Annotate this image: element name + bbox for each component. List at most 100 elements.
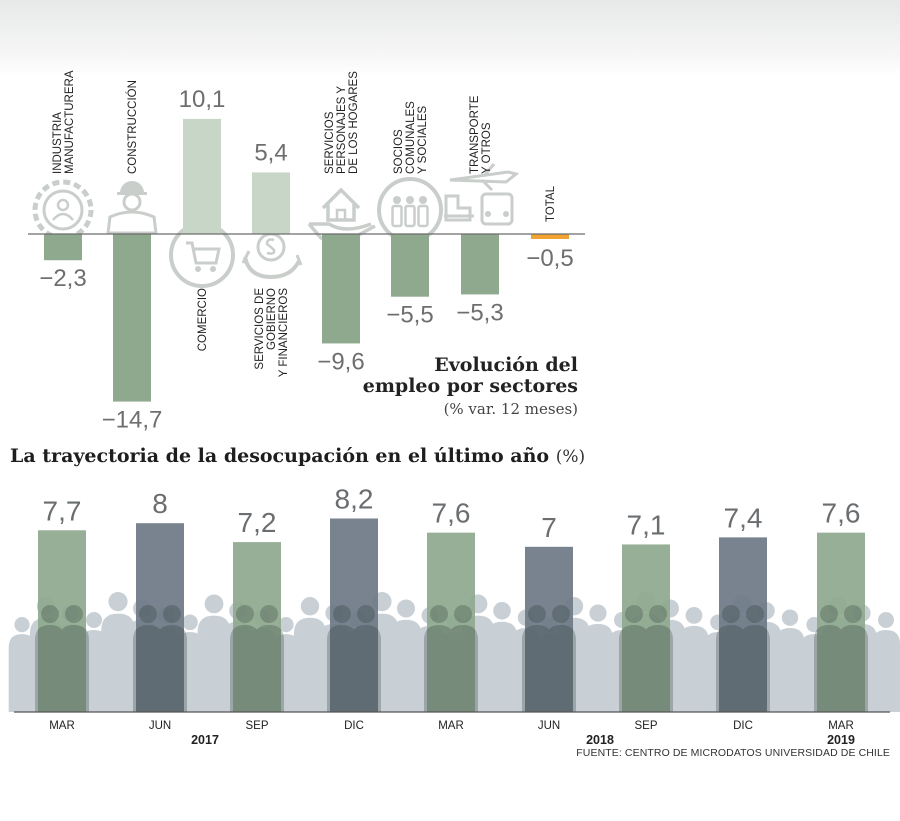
unemployment-value-label: 7,1: [627, 509, 666, 540]
money-hand-icon: [241, 232, 303, 280]
chart1-subtitle: (% var. 12 meses): [443, 400, 578, 418]
unemployment-value-label: 8,2: [335, 483, 374, 514]
month-tick-label: MAR: [438, 720, 464, 732]
person-body: [327, 625, 357, 712]
sector-value-label: 5,4: [254, 139, 287, 166]
year-label: 2019: [827, 733, 855, 747]
sector-label-line: COMUNALES: [405, 101, 417, 174]
person-body: [838, 625, 868, 712]
person-head: [552, 605, 570, 623]
sector-label-line: Y FINANCIEROS: [278, 288, 290, 378]
unemployment-bar: [233, 542, 281, 712]
sector-label-line: CONSTRUCCIÓN: [126, 80, 139, 174]
person-head: [139, 605, 157, 623]
chart1-title: Evolución del empleo por sectores: [363, 355, 578, 397]
unemployment-value-label: 7,6: [822, 498, 861, 529]
sector-label: CONSTRUCCIÓN: [126, 80, 139, 174]
person-head: [163, 605, 181, 623]
person-head: [397, 599, 415, 618]
unemployment-bar: [427, 532, 475, 712]
sector-label: COMERCIO: [197, 288, 209, 351]
person-body: [230, 625, 260, 712]
person-head: [528, 605, 546, 623]
year-label: 2018: [586, 733, 614, 747]
person-head: [260, 605, 278, 623]
sector-label-line: DE LOS HOGARES: [348, 71, 360, 174]
worker-gear-icon: [32, 179, 94, 241]
person-body: [643, 625, 673, 712]
person-body: [157, 625, 187, 712]
unemployment-chart: 7,7 8 7,2 8,2 7,6 7 7,1 7,4 7,6 MAR JUN SEP DIC MAR JU…: [8, 483, 900, 747]
person-body: [814, 625, 844, 712]
person-body: [133, 625, 163, 712]
sector-label-line: Y OTROS: [481, 122, 493, 174]
unemployment-bar: [330, 518, 378, 712]
person-head: [41, 605, 59, 623]
person-body: [293, 617, 327, 712]
person-head: [204, 594, 224, 614]
person-head: [108, 592, 128, 612]
sector-label-line: Y SOCIALES: [417, 105, 429, 174]
person-body: [254, 625, 284, 712]
month-tick-label: SEP: [634, 720, 657, 732]
sector-bar: [461, 234, 499, 295]
source-note: FUENTE: CENTRO DE MICRODATOS UNIVERSIDAD…: [576, 747, 890, 759]
month-tick-label: MAR: [49, 720, 75, 732]
chart2-unit: (%): [555, 447, 586, 467]
construction-worker-icon: [106, 181, 158, 235]
person-head: [300, 597, 320, 616]
unemployment-bar: [622, 544, 670, 712]
person-head: [844, 605, 862, 623]
person-body: [59, 625, 89, 712]
person-body: [546, 625, 576, 712]
person-head: [493, 602, 511, 620]
month-tick-label: JUN: [149, 720, 171, 732]
unemployment-bar: [525, 546, 573, 712]
person-body: [197, 615, 231, 712]
header-band: [0, 0, 900, 76]
sector-value-label: −5,3: [456, 299, 503, 326]
sector-bar: [391, 234, 429, 297]
person-body: [679, 625, 709, 712]
month-tick-label: JUN: [538, 720, 560, 732]
person-head: [65, 605, 83, 623]
sector-value-label: −0,5: [526, 245, 573, 272]
person-head: [625, 605, 643, 623]
person-head: [722, 605, 740, 623]
sector-label-line: TRANSPORTE: [469, 95, 481, 174]
month-tick-label: SEP: [245, 720, 268, 732]
sector-label-line: GOBIERNO: [266, 288, 278, 350]
unemployment-value-label: 8: [152, 488, 168, 519]
person-head: [14, 617, 30, 633]
sector-value-label: −5,5: [386, 302, 433, 329]
unemployment-bar: [136, 523, 184, 712]
unemployment-bar: [817, 532, 865, 712]
transport-icon: [444, 163, 520, 226]
person-body: [619, 625, 649, 712]
sector-label: SERVICIOS PERSONAJES Y DE LOS HOGARES: [324, 71, 360, 174]
bar-silhouettes: [35, 605, 868, 712]
sector-label-line: SERVICIOS DE: [254, 288, 266, 370]
sector-bar: [531, 234, 569, 239]
chart1-title-line-1: Evolución del: [434, 354, 578, 376]
person-head: [454, 605, 472, 623]
sector-label: SOCIOS COMUNALES Y SOCIALES: [393, 101, 429, 174]
person-head: [685, 607, 703, 624]
month-tick-label: DIC: [344, 720, 364, 732]
unemployment-value-label: 7,6: [432, 498, 471, 529]
person-head: [236, 605, 254, 623]
sector-value-label: −14,7: [102, 407, 163, 434]
person-body: [390, 619, 422, 712]
unemployment-value-label: 7,7: [43, 495, 82, 526]
unemployment-bar: [38, 530, 86, 712]
month-tick-label: MAR: [828, 720, 854, 732]
sector-label: TRANSPORTE Y OTROS: [469, 95, 493, 174]
sector-label: TOTAL: [545, 185, 557, 222]
sector-label: SERVICIOS DE GOBIERNO Y FINANCIEROS: [254, 288, 290, 378]
person-body: [716, 625, 746, 712]
unemployment-value-label: 7: [541, 512, 557, 543]
person-body: [8, 634, 36, 712]
person-body: [424, 625, 454, 712]
person-head: [333, 605, 351, 623]
sector-bar: [322, 234, 360, 344]
